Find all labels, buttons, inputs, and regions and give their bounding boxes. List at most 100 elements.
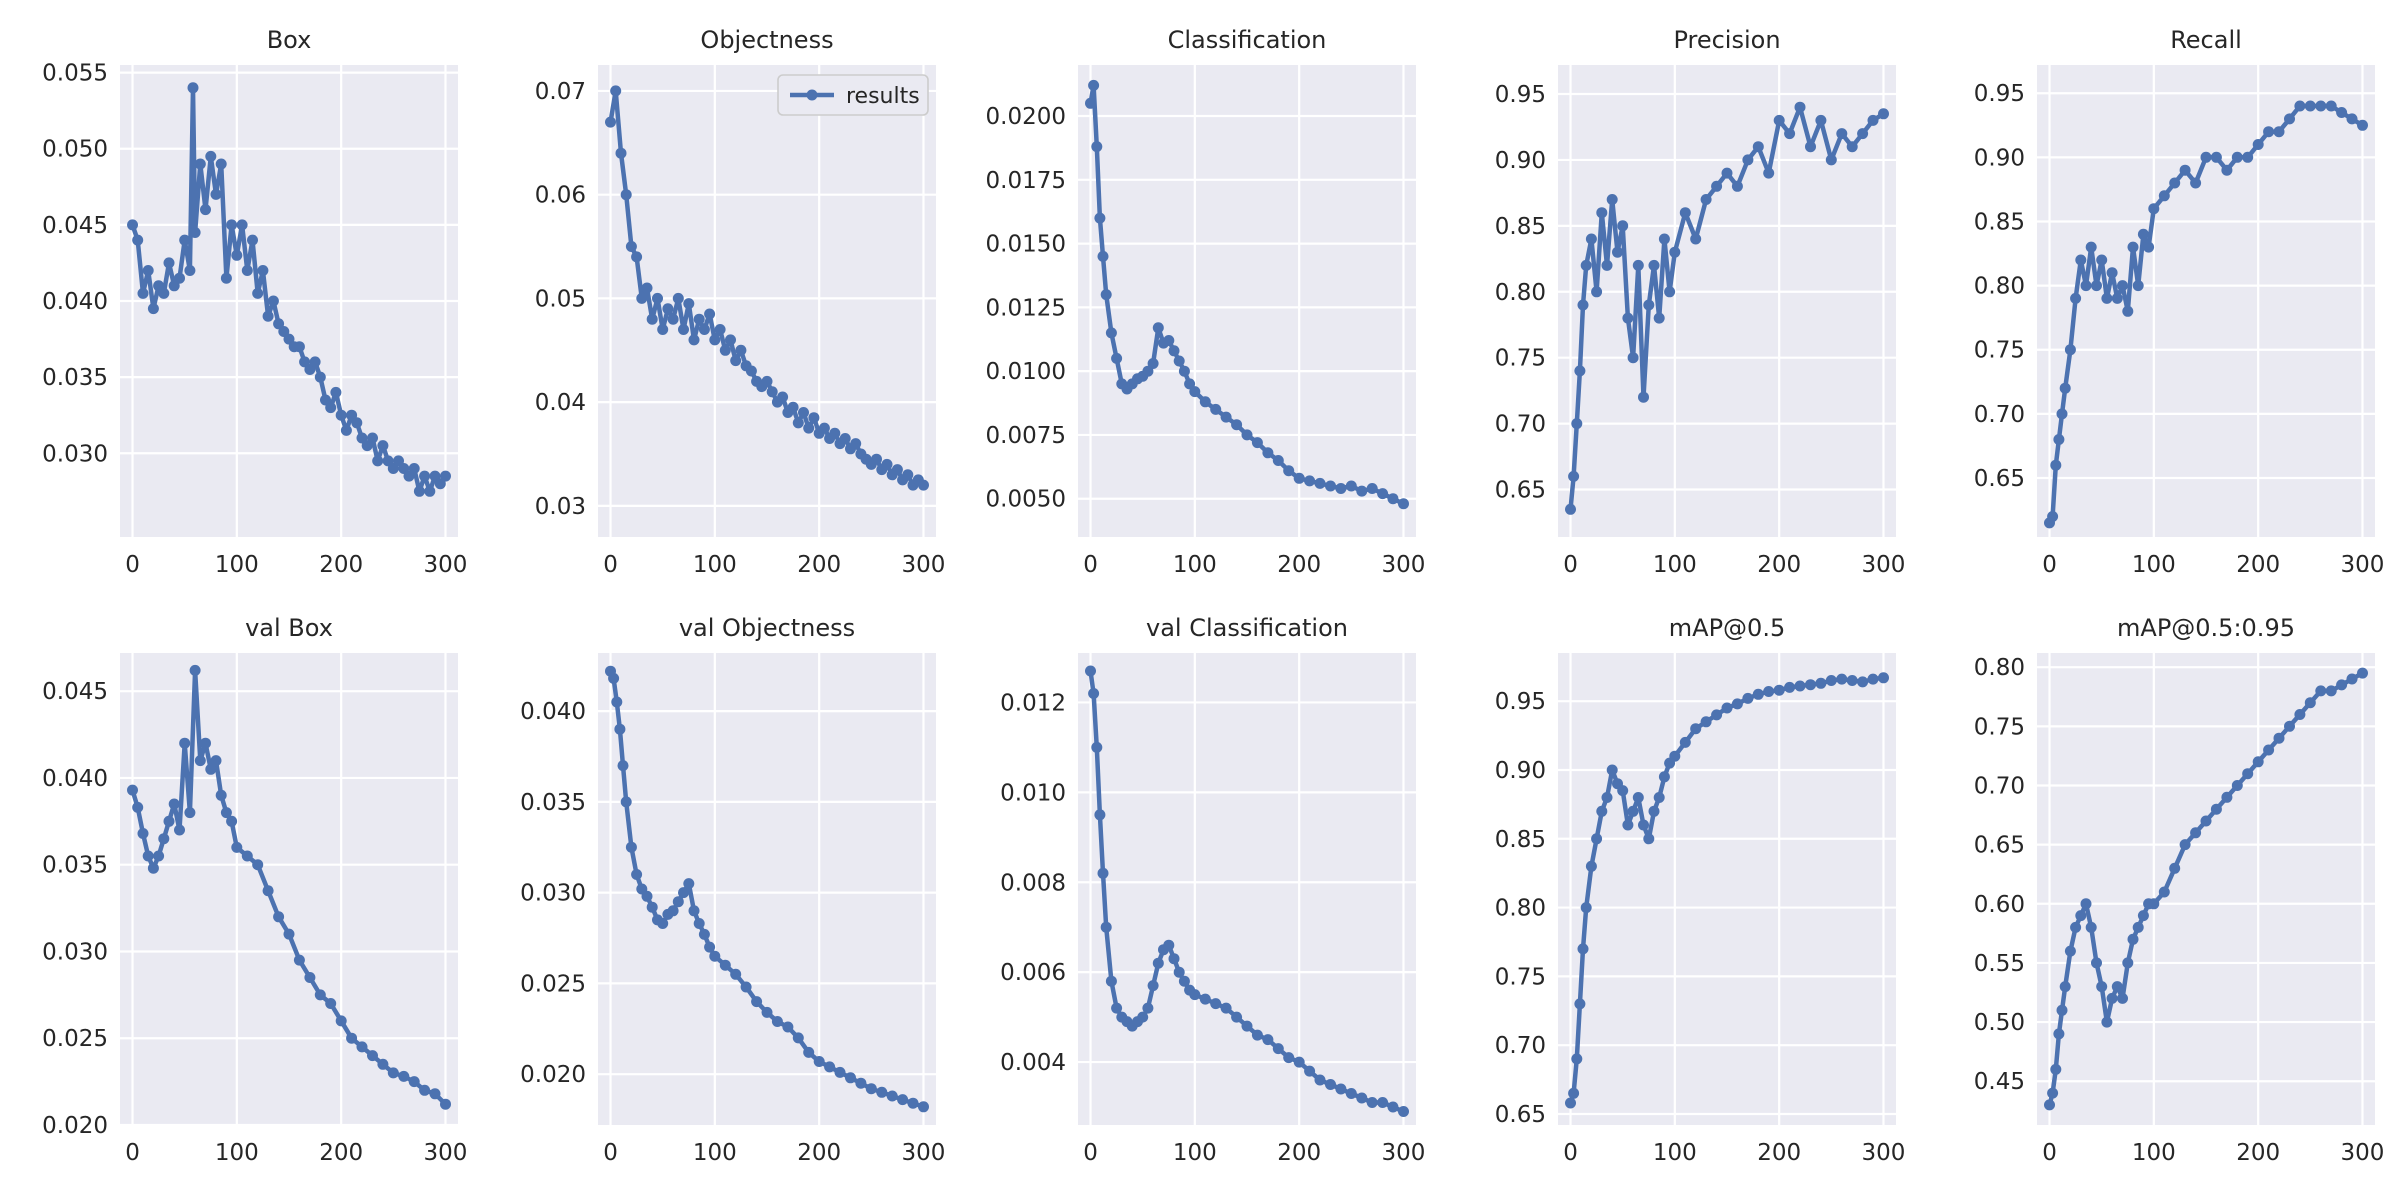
y-tick-label: 0.75 bbox=[1974, 338, 2025, 364]
data-point bbox=[1210, 403, 1222, 415]
data-point bbox=[688, 905, 700, 917]
data-point bbox=[413, 485, 425, 497]
data-point bbox=[1304, 1065, 1316, 1077]
data-point bbox=[657, 324, 669, 335]
y-tick-label: 0.95 bbox=[1495, 82, 1546, 108]
data-point bbox=[2143, 241, 2155, 253]
data-point bbox=[200, 737, 211, 749]
data-point bbox=[672, 292, 684, 304]
y-tick-label: 0.0200 bbox=[986, 104, 1066, 130]
data-point bbox=[2122, 957, 2134, 969]
data-point bbox=[2064, 344, 2076, 356]
data-point bbox=[309, 356, 321, 368]
data-point bbox=[267, 295, 279, 307]
data-point bbox=[1199, 396, 1211, 408]
y-tick-label: 0.80 bbox=[1974, 274, 2025, 300]
data-point bbox=[1690, 723, 1702, 735]
data-point bbox=[1088, 688, 1100, 699]
data-point bbox=[631, 869, 643, 880]
data-point bbox=[709, 334, 721, 346]
data-point bbox=[247, 234, 258, 246]
data-point bbox=[2148, 898, 2160, 910]
data-point bbox=[2122, 305, 2134, 317]
data-point bbox=[2101, 292, 2113, 304]
data-point bbox=[2231, 151, 2243, 163]
data-point bbox=[803, 422, 815, 434]
data-point bbox=[314, 371, 326, 383]
data-point bbox=[1220, 411, 1232, 423]
plot-area bbox=[1558, 653, 1896, 1125]
data-point bbox=[1836, 128, 1848, 140]
data-point bbox=[377, 1058, 389, 1070]
legend[interactable]: results bbox=[777, 74, 929, 116]
data-point bbox=[2096, 254, 2108, 266]
x-tick-label: 300 bbox=[1862, 552, 1906, 578]
data-point bbox=[1100, 289, 1112, 301]
x-tick-label: 300 bbox=[2341, 552, 2385, 578]
data-point bbox=[2294, 709, 2306, 720]
data-point bbox=[2075, 254, 2087, 266]
data-point bbox=[1085, 97, 1096, 109]
data-point bbox=[615, 147, 627, 159]
data-point bbox=[408, 463, 420, 474]
data-point bbox=[2148, 203, 2160, 215]
data-point bbox=[918, 1101, 929, 1113]
data-point bbox=[1283, 1052, 1295, 1064]
y-tick-label: 0.035 bbox=[520, 790, 586, 816]
data-point bbox=[1580, 902, 1592, 914]
data-point bbox=[1648, 805, 1660, 817]
data-point bbox=[1241, 1020, 1253, 1032]
data-point bbox=[693, 918, 705, 929]
x-tick-label: 200 bbox=[2236, 1140, 2280, 1166]
data-point bbox=[2053, 1028, 2065, 1040]
data-point bbox=[1210, 998, 1222, 1010]
data-point bbox=[646, 901, 658, 913]
data-point bbox=[1846, 675, 1858, 686]
data-point bbox=[205, 763, 217, 775]
subplot-title: Recall bbox=[2170, 26, 2242, 54]
data-point bbox=[608, 672, 620, 684]
data-point bbox=[2294, 100, 2306, 112]
y-tick-label: 0.70 bbox=[1495, 1033, 1546, 1059]
y-tick-label: 0.90 bbox=[1495, 758, 1546, 784]
data-point bbox=[1815, 677, 1827, 689]
data-point bbox=[184, 265, 196, 276]
data-point bbox=[2101, 1016, 2113, 1028]
data-point bbox=[153, 850, 165, 862]
data-point bbox=[1325, 1079, 1336, 1090]
x-tick-label: 200 bbox=[1757, 552, 1801, 578]
data-point bbox=[1105, 327, 1117, 339]
data-point bbox=[1653, 312, 1665, 324]
x-tick-label: 100 bbox=[1653, 1140, 1697, 1166]
data-point bbox=[1577, 299, 1589, 311]
x-tick-label: 100 bbox=[2132, 552, 2176, 578]
data-point bbox=[1632, 259, 1644, 271]
data-point bbox=[824, 1061, 836, 1073]
data-point bbox=[1622, 312, 1634, 324]
data-point bbox=[1836, 673, 1848, 685]
data-point bbox=[194, 755, 206, 767]
data-point bbox=[667, 905, 679, 917]
data-point bbox=[1606, 764, 1618, 776]
data-point bbox=[1752, 688, 1764, 700]
data-point bbox=[2075, 910, 2087, 922]
data-point bbox=[2242, 151, 2254, 163]
data-point bbox=[771, 1016, 783, 1027]
data-point bbox=[876, 1086, 888, 1098]
data-point bbox=[262, 310, 274, 322]
subplot-title: mAP@0.5 bbox=[1669, 614, 1785, 642]
data-point bbox=[2047, 1087, 2059, 1099]
data-point bbox=[2263, 126, 2275, 138]
data-point bbox=[871, 453, 882, 465]
data-point bbox=[1152, 322, 1164, 334]
x-tick-label: 300 bbox=[1382, 1140, 1426, 1166]
data-point bbox=[377, 440, 389, 452]
y-tick-label: 0.07 bbox=[535, 79, 586, 105]
data-point bbox=[1638, 819, 1649, 831]
data-point bbox=[787, 401, 799, 413]
y-tick-label: 0.85 bbox=[1974, 209, 2025, 235]
subplot-title: Objectness bbox=[700, 26, 833, 54]
data-point bbox=[1664, 286, 1676, 298]
data-point bbox=[241, 265, 253, 276]
legend-point-marker bbox=[806, 89, 818, 101]
